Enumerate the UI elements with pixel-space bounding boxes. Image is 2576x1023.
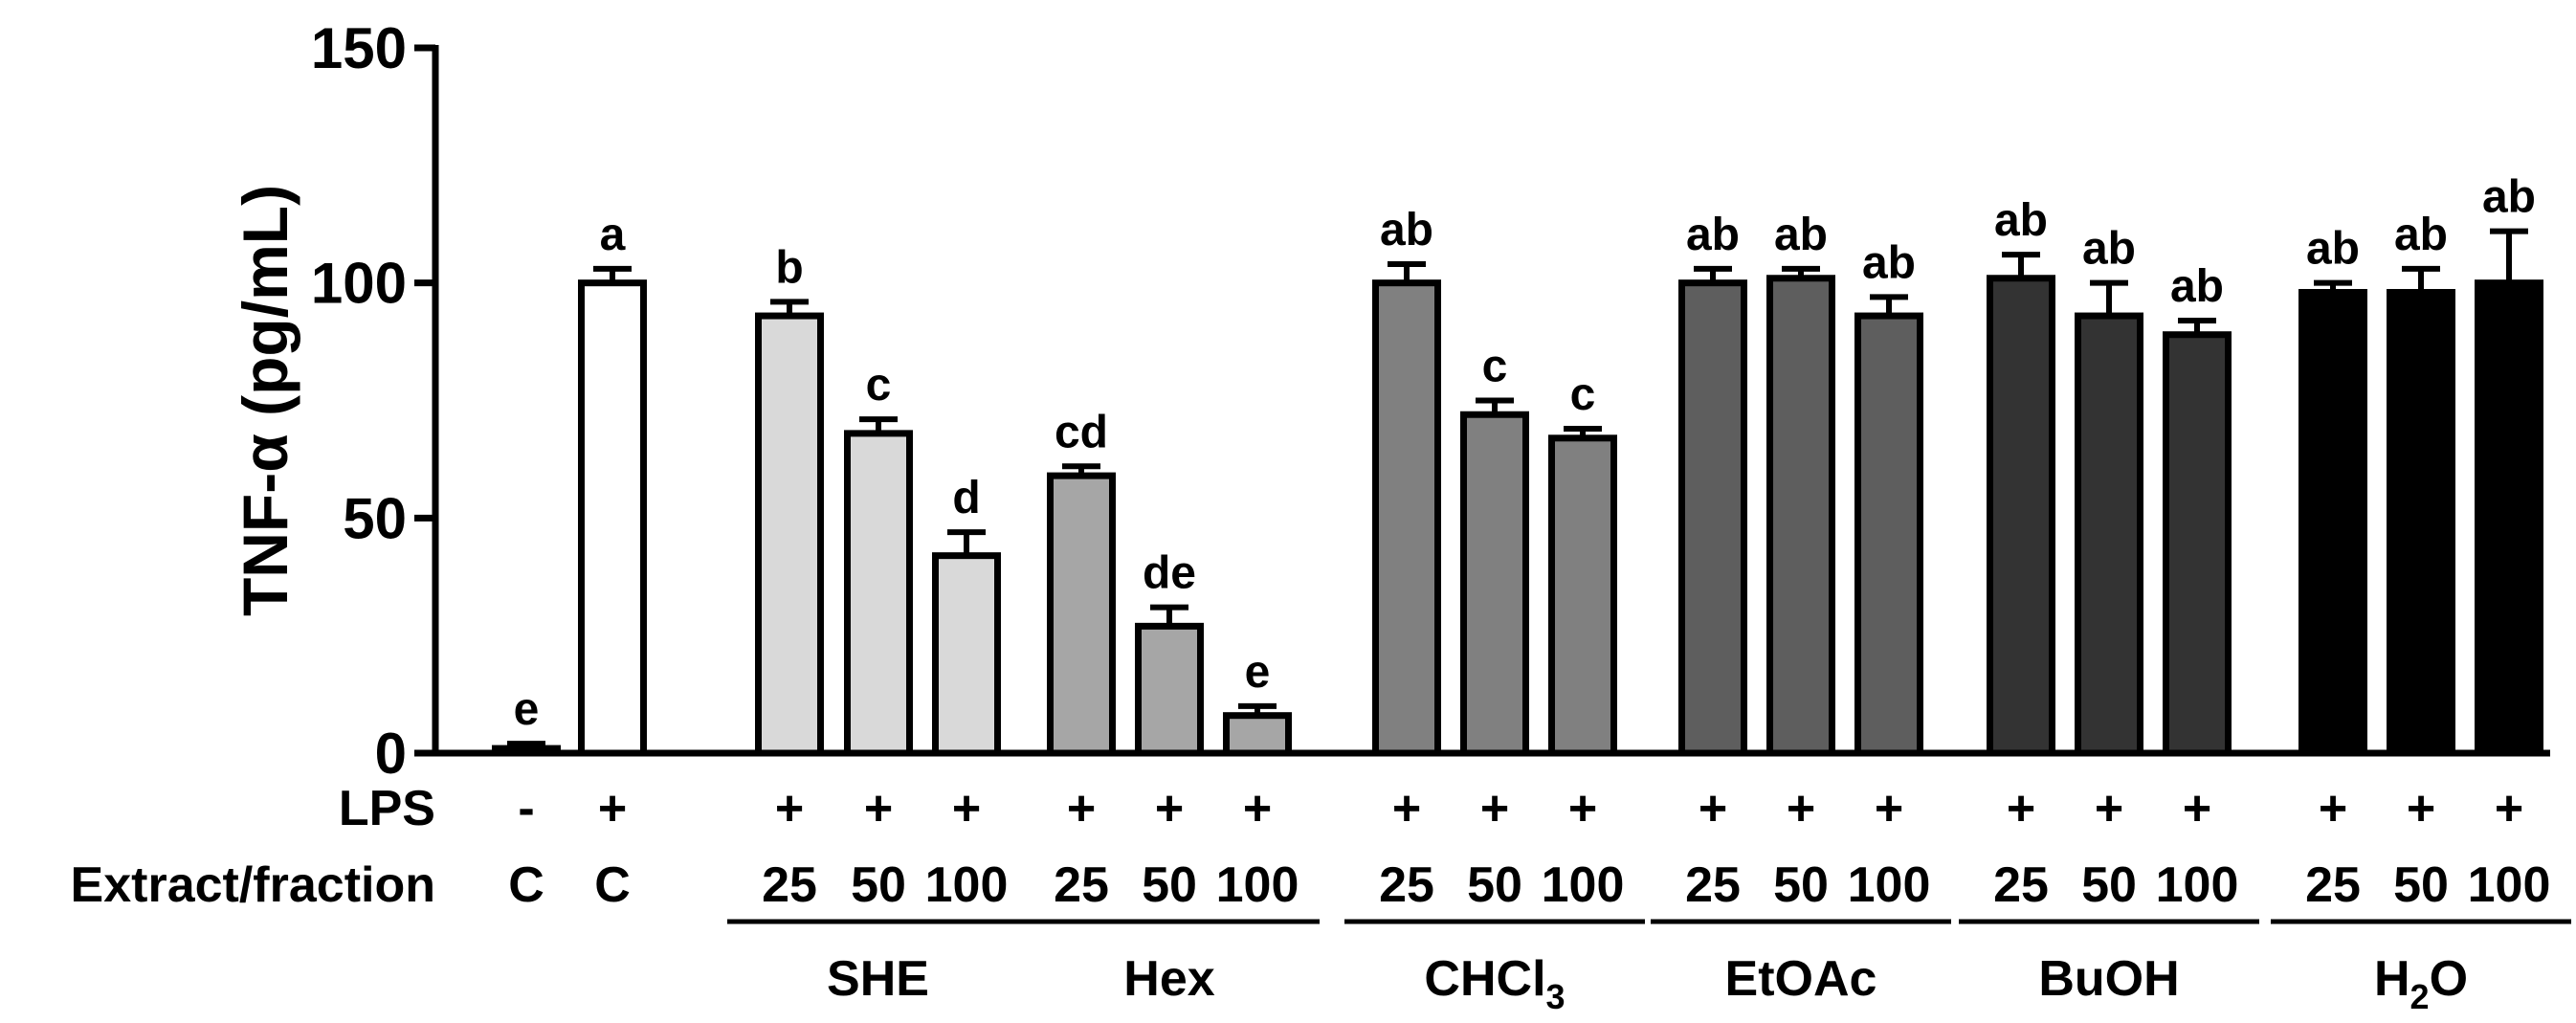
lps-sign-7: + xyxy=(1243,781,1272,836)
lps-sign-3: + xyxy=(864,781,893,836)
dose-label-10: 100 xyxy=(1542,857,1625,913)
sig-label-18: ab xyxy=(2394,210,2448,260)
lps-sign-5: + xyxy=(1067,781,1096,836)
bar-SHE-50 xyxy=(844,430,913,757)
dose-label-14: 25 xyxy=(1993,857,2049,913)
sig-label-10: c xyxy=(1570,369,1596,420)
bar-BuOH-50 xyxy=(2075,312,2143,757)
sig-label-15: ab xyxy=(2082,224,2136,275)
lps-sign-8: + xyxy=(1392,781,1421,836)
lps-sign-17: + xyxy=(2319,781,2347,836)
lps-sign-11: + xyxy=(1699,781,1727,836)
sig-label-4: d xyxy=(952,473,980,523)
bar-Hex-100 xyxy=(1223,712,1292,757)
lps-sign-18: + xyxy=(2407,781,2435,836)
lps-sign-9: + xyxy=(1480,781,1509,836)
lps-row-label: LPS xyxy=(339,781,435,836)
sig-label-17: ab xyxy=(2306,224,2360,275)
dose-label-8: 25 xyxy=(1379,857,1434,913)
sig-label-16: ab xyxy=(2170,261,2224,312)
sig-label-7: e xyxy=(1245,647,1271,698)
dose-label-9: 50 xyxy=(1467,857,1522,913)
sig-label-11: ab xyxy=(1686,210,1740,260)
dose-label-17: 25 xyxy=(2305,857,2361,913)
sig-label-9: c xyxy=(1482,342,1508,392)
lps-sign-4: + xyxy=(952,781,981,836)
extract-row-label: Extract/fraction xyxy=(71,857,435,913)
bar-control-C xyxy=(578,279,647,757)
lps-sign-15: + xyxy=(2095,781,2123,836)
dose-label-0: C xyxy=(508,857,544,913)
dose-label-19: 100 xyxy=(2468,857,2551,913)
bar-EtOAc-25 xyxy=(1678,279,1747,757)
lps-sign-2: + xyxy=(775,781,804,836)
bar-CHCl3-25 xyxy=(1372,279,1441,757)
dose-label-11: 25 xyxy=(1685,857,1741,913)
group-label-H2O: H2O xyxy=(2374,951,2468,1016)
sig-label-13: ab xyxy=(1862,237,1916,288)
lps-sign-19: + xyxy=(2495,781,2523,836)
group-label-Hex: Hex xyxy=(1123,951,1214,1007)
bar-SHE-25 xyxy=(755,312,824,757)
sig-label-19: ab xyxy=(2482,172,2536,223)
y-tick-label-1: 50 xyxy=(343,486,407,550)
dose-label-15: 50 xyxy=(2081,857,2137,913)
lps-sign-0: - xyxy=(518,781,534,836)
group-label-BuOH: BuOH xyxy=(2038,951,2179,1007)
dose-label-7: 100 xyxy=(1216,857,1299,913)
dose-label-6: 50 xyxy=(1142,857,1197,913)
group-label-EtOAc: EtOAc xyxy=(1725,951,1877,1007)
dose-label-12: 50 xyxy=(1773,857,1829,913)
group-label-CHCl3: CHCl3 xyxy=(1424,951,1565,1016)
bar-H2O-50 xyxy=(2387,288,2455,757)
bar-Hex-25 xyxy=(1047,472,1116,757)
dose-label-5: 25 xyxy=(1054,857,1109,913)
lps-sign-14: + xyxy=(2007,781,2035,836)
bar-Hex-50 xyxy=(1135,622,1204,757)
group-label-SHE: SHE xyxy=(827,951,929,1007)
sig-label-6: de xyxy=(1143,548,1196,599)
sig-label-2: b xyxy=(775,242,803,293)
bar-CHCl3-50 xyxy=(1460,411,1529,757)
sig-label-5: cd xyxy=(1055,407,1108,457)
bar-SHE-100 xyxy=(932,552,1001,757)
sig-label-1: a xyxy=(600,210,626,260)
sig-label-14: ab xyxy=(1994,195,2048,246)
lps-sign-6: + xyxy=(1155,781,1184,836)
lps-sign-10: + xyxy=(1568,781,1597,836)
bar-CHCl3-100 xyxy=(1548,434,1617,757)
bar-H2O-100 xyxy=(2475,279,2543,757)
bar-EtOAc-50 xyxy=(1766,275,1835,757)
bar-H2O-25 xyxy=(2298,288,2367,757)
sig-label-3: c xyxy=(866,360,892,411)
bar-EtOAc-100 xyxy=(1854,312,1923,757)
y-tick-label-3: 150 xyxy=(311,16,407,80)
dose-label-13: 100 xyxy=(1848,857,1931,913)
sig-label-0: e xyxy=(514,684,540,735)
sig-label-8: ab xyxy=(1380,205,1433,256)
bar-BuOH-100 xyxy=(2163,331,2232,757)
bar-control-C xyxy=(492,745,561,757)
lps-sign-1: + xyxy=(598,781,627,836)
dose-label-18: 50 xyxy=(2393,857,2449,913)
dose-label-16: 100 xyxy=(2156,857,2239,913)
dose-label-2: 25 xyxy=(762,857,817,913)
y-tick-label-2: 100 xyxy=(311,252,407,316)
bar-BuOH-25 xyxy=(1987,275,2055,757)
dose-label-3: 50 xyxy=(851,857,906,913)
dose-label-1: C xyxy=(594,857,631,913)
y-axis-label: TNF-α (pg/mL) xyxy=(230,185,300,616)
lps-sign-16: + xyxy=(2183,781,2211,836)
lps-sign-13: + xyxy=(1875,781,1903,836)
dose-label-4: 100 xyxy=(925,857,1009,913)
sig-label-12: ab xyxy=(1774,210,1828,260)
lps-sign-12: + xyxy=(1787,781,1815,836)
y-tick-label-0: 0 xyxy=(375,722,407,786)
